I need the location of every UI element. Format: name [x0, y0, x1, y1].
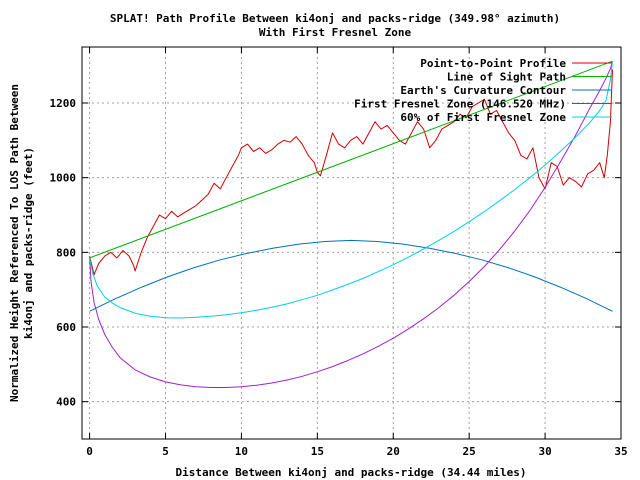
legend-label-line-of-sight-path: Line of Sight Path: [447, 71, 566, 84]
series-line-60-of-first-fresnel-zone: [89, 61, 613, 319]
legend-label-first-fresnel-zone-146-520-mhz: First Fresnel Zone (146.520 MHz): [354, 98, 566, 111]
y-tick-label: 1200: [50, 97, 77, 110]
chart-subtitle: With First Fresnel Zone: [259, 26, 412, 39]
chart-title: SPLAT! Path Profile Between ki4onj and p…: [110, 12, 560, 25]
series-line-earth-s-curvature-contour: [89, 239, 613, 312]
series-line-first-fresnel-zone-146-520-mhz: [89, 61, 613, 388]
legend-label-earth-s-curvature-contour: Earth's Curvature Contour: [400, 84, 566, 97]
y-tick-label: 800: [56, 246, 76, 259]
x-tick-label: 35: [614, 445, 627, 458]
y-tick-label: 400: [56, 396, 76, 409]
series-line-point-to-point-profile: [89, 69, 613, 276]
x-tick-label: 25: [463, 445, 476, 458]
x-tick-label: 5: [162, 445, 169, 458]
x-tick-label: 10: [235, 445, 248, 458]
x-tick-label: 30: [538, 445, 551, 458]
y-tick-label: 1000: [50, 172, 77, 185]
x-tick-label: 20: [387, 445, 400, 458]
y-tick-label: 600: [56, 321, 76, 334]
x-tick-label: 0: [86, 445, 93, 458]
plot-frame: [81, 46, 622, 440]
legend-label-point-to-point-profile: Point-to-Point Profile: [420, 57, 566, 70]
x-tick-label: 15: [311, 445, 324, 458]
axis-ticks: 0 5 10 15 20 25 30 35 400 600 800 1000 1200: [50, 47, 628, 458]
y-axis-label-line1: Normalized Height Referenced To LOS Path…: [8, 84, 21, 402]
y-axis-label-line2: ki4onj and packs-ridge (feet): [22, 147, 35, 339]
x-axis-label: Distance Between ki4onj and packs-ridge …: [176, 466, 527, 479]
series-group: [89, 60, 613, 388]
series-line-line-of-sight-path: [89, 60, 613, 259]
legend-label-60-of-first-fresnel-zone: 60% of First Fresnel Zone: [400, 111, 566, 124]
